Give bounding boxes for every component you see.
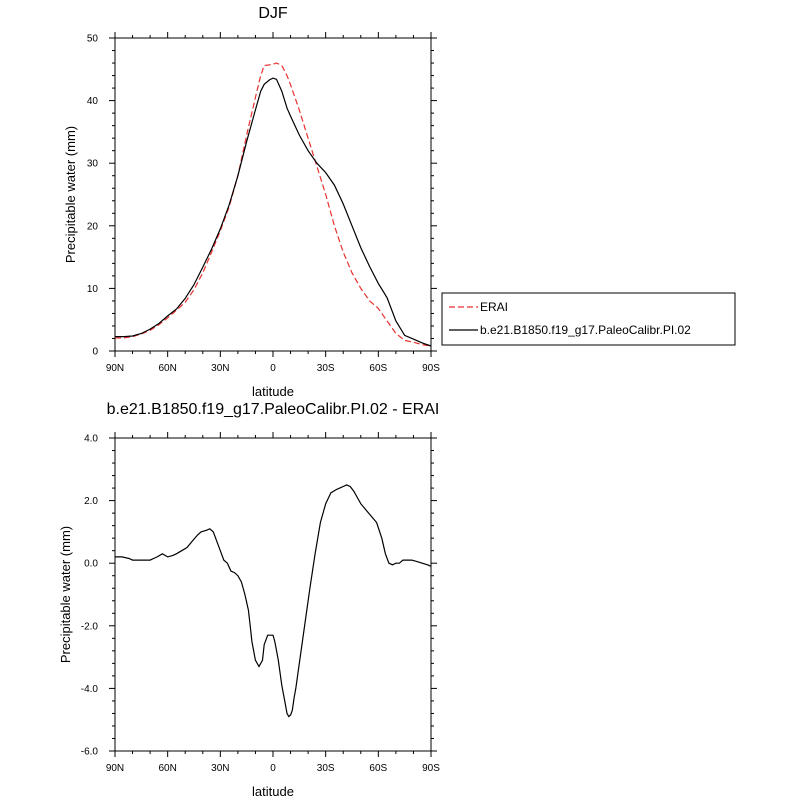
y-tick-label: 50	[87, 34, 99, 45]
lower-panel: b.e21.B1850.f19_g17.PaleoCalibr.PI.02 - …	[58, 401, 440, 799]
y-tick-label: -4.0	[81, 684, 99, 695]
legend: ERAI b.e21.B1850.f19_g17.PaleoCalibr.PI.0…	[441, 292, 736, 346]
y-tick-label: -6.0	[81, 747, 99, 758]
x-tick-label: 30N	[211, 763, 229, 774]
plot-frame	[114, 437, 432, 752]
chart-title: DJF	[258, 5, 288, 22]
x-tick-label: 30S	[317, 763, 335, 774]
x-tick-label: 0	[270, 763, 276, 774]
plot-frame	[114, 37, 432, 352]
legend-box	[441, 292, 736, 346]
y-tick-label: 4.0	[84, 434, 98, 445]
x-tick-label: 30S	[317, 363, 335, 374]
y-axis-label: Precipitable water (mm)	[63, 126, 78, 263]
x-tick-label: 60S	[369, 363, 387, 374]
x-tick-label: 90N	[106, 763, 124, 774]
y-tick-label: 40	[87, 96, 99, 107]
x-tick-label: 90N	[106, 363, 124, 374]
legend-entry: b.e21.B1850.f19_g17.PaleoCalibr.PI.02	[480, 323, 691, 337]
upper-panel: DJF 90N 60N 30N 0 30S 60S 90S 0 10 20 30 40 50 latitud…	[63, 5, 440, 399]
x-tick-label: 60S	[369, 763, 387, 774]
x-tick-label: 90S	[422, 763, 440, 774]
y-axis-label: Precipitable water (mm)	[58, 526, 73, 663]
y-tick-label: 0.0	[84, 559, 98, 570]
series-line-model	[115, 484, 432, 718]
x-tick-label: 0	[270, 363, 276, 374]
legend-entry: ERAI	[480, 300, 508, 314]
x-tick-label: 60N	[158, 763, 176, 774]
series-line-erai	[115, 62, 432, 347]
x-tick-label: 60N	[158, 363, 176, 374]
y-tick-label: 30	[87, 159, 99, 170]
y-tick-label: 0	[92, 347, 98, 358]
y-tick-label: -2.0	[81, 621, 99, 632]
x-tick-label: 30N	[211, 363, 229, 374]
x-axis-label: latitude	[252, 784, 294, 799]
x-tick-label: 90S	[422, 363, 440, 374]
x-axis-label: latitude	[252, 384, 294, 399]
series-line-model	[115, 77, 432, 347]
y-tick-label: 10	[87, 284, 99, 295]
chart-title: b.e21.B1850.f19_g17.PaleoCalibr.PI.02 - …	[107, 401, 440, 418]
y-tick-label: 20	[87, 221, 99, 232]
y-tick-label: 2.0	[84, 496, 98, 507]
